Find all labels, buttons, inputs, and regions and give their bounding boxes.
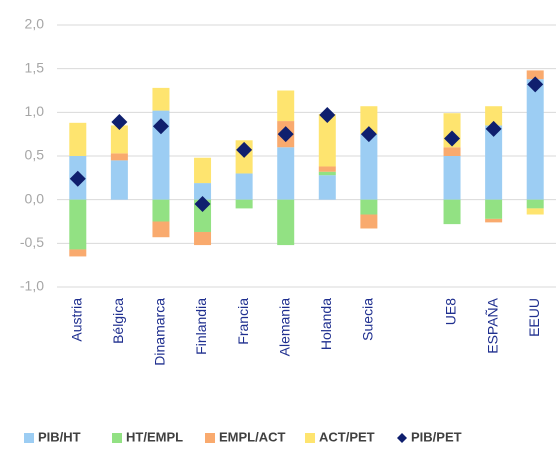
bar-segment <box>152 221 170 238</box>
bar-segment <box>152 199 170 222</box>
bar-segment <box>110 153 128 161</box>
y-tick-label: -1,0 <box>20 278 44 294</box>
marker <box>444 130 461 147</box>
bar-segment <box>485 106 503 126</box>
bar-segment <box>443 156 461 200</box>
legend-label: EMPL/ACT <box>219 429 286 444</box>
legend-label: HT/EMPL <box>126 429 183 444</box>
bar-segment <box>526 208 544 215</box>
x-tick-label: ESPAÑA <box>484 297 500 353</box>
marker <box>319 106 336 123</box>
bar-segment <box>235 199 253 209</box>
bar-segment <box>152 87 170 111</box>
legend-marker <box>397 433 407 443</box>
y-tick-label: 2,0 <box>25 16 45 32</box>
bar-segment <box>443 147 461 156</box>
bar-segment <box>485 218 503 223</box>
legend-label: ACT/PET <box>319 429 375 444</box>
bar-segment <box>318 175 336 200</box>
x-tick-label: Dinamarca <box>152 298 168 366</box>
bar-segment <box>194 231 212 246</box>
bar-segment <box>526 199 544 209</box>
bar-segment <box>194 183 212 200</box>
y-tick-label: 1,5 <box>25 59 45 75</box>
x-tick-label: UE8 <box>443 298 459 325</box>
marker <box>69 170 86 187</box>
bar-segment <box>360 199 378 215</box>
x-tick-label: EEUU <box>526 298 542 337</box>
x-tick-label: Austria <box>68 298 84 342</box>
bar-segment <box>360 214 378 229</box>
x-tick-label: Holanda <box>318 298 334 350</box>
x-tick-label: Francia <box>235 298 251 345</box>
bar-segment <box>69 249 87 257</box>
marker <box>194 196 211 213</box>
y-tick-label: -0,5 <box>20 234 44 250</box>
bar-segment <box>526 79 544 200</box>
legend-label: PIB/PET <box>411 429 462 444</box>
bar-segment <box>235 173 253 200</box>
x-tick-label: Alemania <box>276 298 292 357</box>
bar-segment <box>110 160 128 200</box>
bar-segment <box>277 90 295 122</box>
y-tick-label: 1,0 <box>25 103 45 119</box>
marker <box>152 118 169 135</box>
bar-segment <box>318 166 336 172</box>
marker <box>111 113 128 130</box>
marker <box>360 126 377 143</box>
bar-segment <box>152 110 170 200</box>
bar-segment <box>526 70 544 80</box>
bar-segment <box>110 125 128 154</box>
bar-segment <box>485 199 503 219</box>
x-tick-label: Finlandia <box>193 298 209 355</box>
bar-segment <box>69 122 87 156</box>
bar-segment <box>277 147 295 200</box>
bar-segment <box>318 114 336 167</box>
bar-segment <box>360 134 378 200</box>
y-tick-label: 0,0 <box>25 190 45 206</box>
marker <box>527 76 544 93</box>
legend-swatch <box>112 433 122 443</box>
legend-swatch <box>205 433 215 443</box>
bar-segment <box>360 106 378 135</box>
marker <box>485 120 502 137</box>
bar-segment <box>318 171 336 176</box>
legend-swatch <box>24 433 34 443</box>
bar-segment <box>194 157 212 184</box>
bar-segment <box>69 199 87 250</box>
y-tick-label: 0,5 <box>25 147 45 163</box>
bar-segment <box>485 125 503 200</box>
legend-swatch <box>305 433 315 443</box>
x-tick-label: Bélgica <box>110 298 126 344</box>
bar-segment <box>443 199 461 225</box>
x-tick-label: Suecia <box>360 298 376 341</box>
marker <box>236 141 253 158</box>
bar-segment <box>277 199 295 246</box>
legend-label: PIB/HT <box>38 429 81 444</box>
marker <box>277 126 294 143</box>
